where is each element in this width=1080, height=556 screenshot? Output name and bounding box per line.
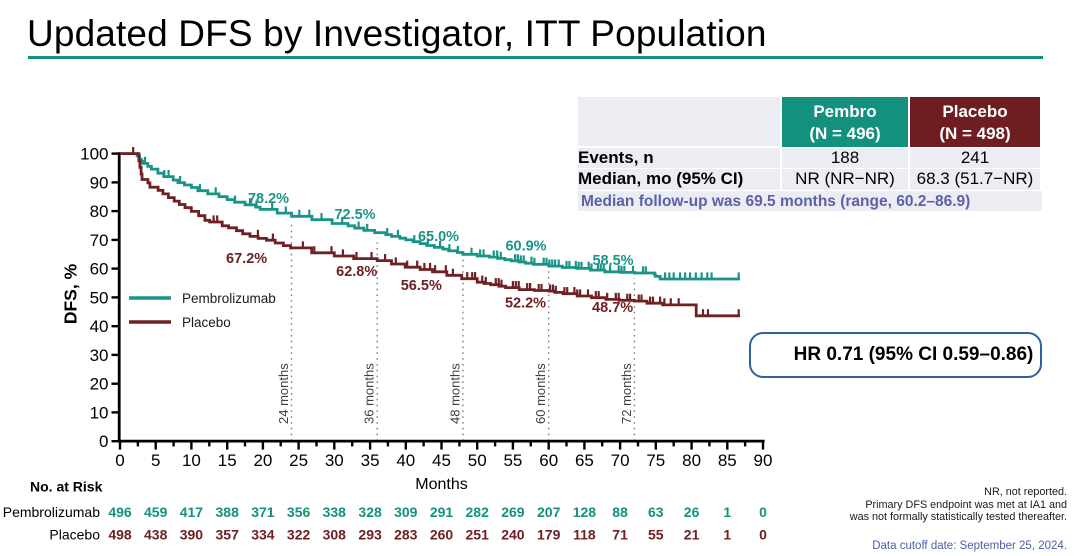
svg-text:496: 496 (108, 504, 132, 520)
svg-text:60 months: 60 months (533, 363, 548, 424)
svg-text:90: 90 (90, 173, 109, 192)
svg-text:45: 45 (432, 451, 451, 470)
svg-text:90: 90 (754, 451, 773, 470)
svg-text:50: 50 (468, 451, 487, 470)
svg-text:40: 40 (396, 451, 415, 470)
svg-text:88: 88 (612, 504, 628, 520)
svg-text:67.2%: 67.2% (226, 251, 267, 267)
svg-text:71: 71 (612, 527, 628, 543)
svg-text:100: 100 (80, 145, 108, 164)
svg-text:50: 50 (90, 288, 109, 307)
svg-text:48.7%: 48.7% (592, 300, 633, 316)
svg-text:328: 328 (358, 504, 382, 520)
svg-text:388: 388 (216, 504, 240, 520)
svg-text:24 months: 24 months (276, 363, 291, 424)
svg-text:30: 30 (325, 451, 344, 470)
svg-text:334: 334 (251, 527, 275, 543)
svg-text:Pembrolizumab: Pembrolizumab (3, 504, 100, 520)
svg-text:1: 1 (723, 504, 731, 520)
svg-text:269: 269 (501, 504, 525, 520)
svg-text:207: 207 (537, 504, 561, 520)
svg-text:251: 251 (466, 527, 490, 543)
svg-text:58.5%: 58.5% (592, 253, 633, 269)
svg-text:357: 357 (216, 527, 240, 543)
svg-text:DFS, %: DFS, % (61, 263, 81, 324)
svg-text:371: 371 (251, 504, 275, 520)
svg-text:322: 322 (287, 527, 311, 543)
svg-text:No. at Risk: No. at Risk (30, 479, 103, 495)
svg-text:0: 0 (759, 504, 767, 520)
svg-text:0: 0 (759, 527, 767, 543)
svg-text:Months: Months (415, 476, 467, 493)
svg-text:26: 26 (684, 504, 700, 520)
svg-text:30: 30 (90, 346, 109, 365)
svg-text:36 months: 36 months (362, 363, 377, 424)
svg-text:498: 498 (108, 527, 132, 543)
svg-text:21: 21 (684, 527, 700, 543)
svg-text:60: 60 (539, 451, 558, 470)
svg-text:0: 0 (115, 451, 124, 470)
svg-text:60.9%: 60.9% (505, 239, 546, 255)
svg-text:283: 283 (394, 527, 418, 543)
svg-text:62.8%: 62.8% (336, 264, 377, 280)
svg-text:10: 10 (90, 403, 109, 422)
svg-text:438: 438 (144, 527, 168, 543)
svg-text:72 months: 72 months (619, 363, 634, 424)
svg-text:128: 128 (573, 504, 597, 520)
svg-text:65: 65 (575, 451, 594, 470)
svg-text:40: 40 (90, 317, 109, 336)
svg-text:390: 390 (180, 527, 204, 543)
svg-text:Pembrolizumab: Pembrolizumab (182, 291, 276, 306)
svg-text:65.0%: 65.0% (418, 229, 459, 245)
svg-text:240: 240 (501, 527, 525, 543)
svg-text:72.5%: 72.5% (334, 207, 375, 223)
svg-text:48 months: 48 months (447, 363, 462, 424)
svg-text:55: 55 (503, 451, 522, 470)
svg-text:56.5%: 56.5% (401, 278, 442, 294)
svg-text:75: 75 (646, 451, 665, 470)
svg-text:78.2%: 78.2% (248, 191, 289, 207)
svg-text:308: 308 (323, 527, 347, 543)
svg-text:60: 60 (90, 260, 109, 279)
svg-text:35: 35 (361, 451, 380, 470)
svg-text:15: 15 (218, 451, 237, 470)
svg-text:80: 80 (90, 202, 109, 221)
svg-text:52.2%: 52.2% (505, 296, 546, 312)
svg-text:1: 1 (723, 527, 731, 543)
svg-text:63: 63 (648, 504, 664, 520)
svg-text:5: 5 (151, 451, 160, 470)
svg-text:459: 459 (144, 504, 168, 520)
svg-text:282: 282 (466, 504, 490, 520)
svg-text:356: 356 (287, 504, 311, 520)
svg-text:417: 417 (180, 504, 204, 520)
svg-text:20: 20 (90, 375, 109, 394)
svg-text:55: 55 (648, 527, 664, 543)
svg-text:0: 0 (99, 432, 108, 451)
svg-text:80: 80 (682, 451, 701, 470)
svg-text:293: 293 (358, 527, 382, 543)
svg-text:10: 10 (182, 451, 201, 470)
svg-text:338: 338 (323, 504, 347, 520)
svg-text:291: 291 (430, 504, 454, 520)
svg-text:Placebo: Placebo (182, 315, 231, 330)
svg-text:118: 118 (573, 527, 596, 543)
svg-text:20: 20 (253, 451, 272, 470)
svg-text:25: 25 (289, 451, 308, 470)
svg-text:85: 85 (718, 451, 737, 470)
svg-text:179: 179 (537, 527, 561, 543)
svg-text:Placebo: Placebo (49, 527, 100, 543)
svg-text:309: 309 (394, 504, 418, 520)
svg-text:70: 70 (611, 451, 630, 470)
svg-text:260: 260 (430, 527, 454, 543)
svg-text:70: 70 (90, 231, 109, 250)
